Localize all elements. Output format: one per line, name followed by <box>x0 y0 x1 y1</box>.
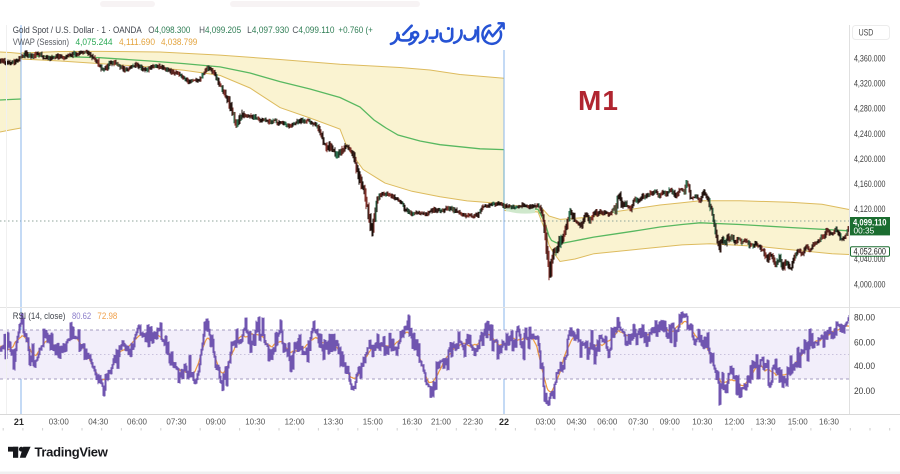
svg-text:4,280.000: 4,280.000 <box>854 104 886 114</box>
svg-text:00:35: 00:35 <box>854 226 875 236</box>
svg-text:Gold Spot / U.S. Dollar · 1 ·: Gold Spot / U.S. Dollar · 1 · OANDA <box>13 25 143 36</box>
svg-text:H4,099.205: H4,099.205 <box>199 25 241 36</box>
svg-text:15:00: 15:00 <box>788 417 808 427</box>
svg-text:TradingView: TradingView <box>35 444 109 459</box>
svg-text:10:30: 10:30 <box>692 417 712 427</box>
svg-text:O4,098.300: O4,098.300 <box>148 25 190 36</box>
svg-text:06:00: 06:00 <box>127 417 147 427</box>
svg-text:21:00: 21:00 <box>431 417 451 427</box>
svg-text:80.00: 80.00 <box>854 313 875 323</box>
svg-text:15:00: 15:00 <box>363 417 383 427</box>
svg-text:09:00: 09:00 <box>660 417 680 427</box>
svg-text:60.00: 60.00 <box>854 338 875 348</box>
svg-text:4,052.600: 4,052.600 <box>854 246 887 256</box>
svg-text:+0.760 (+: +0.760 (+ <box>338 25 373 36</box>
svg-text:03:00: 03:00 <box>536 417 556 427</box>
svg-text:13:30: 13:30 <box>323 417 343 427</box>
svg-text:4,240.000: 4,240.000 <box>854 129 886 139</box>
svg-text:07:30: 07:30 <box>628 417 648 427</box>
svg-text:4,040.000: 4,040.000 <box>854 254 886 264</box>
svg-text:22:30: 22:30 <box>463 417 483 427</box>
svg-text:RSI (14, close): RSI (14, close) <box>13 311 66 322</box>
svg-text:4,120.000: 4,120.000 <box>854 204 886 214</box>
svg-text:4,099.110: 4,099.110 <box>853 217 887 227</box>
svg-text:06:00: 06:00 <box>597 417 617 427</box>
svg-text:C4,099.110: C4,099.110 <box>292 25 334 36</box>
svg-text:4,075.244: 4,075.244 <box>76 36 113 47</box>
svg-text:4,160.000: 4,160.000 <box>854 179 886 189</box>
svg-text:4,038.799: 4,038.799 <box>161 36 197 47</box>
svg-text:07:30: 07:30 <box>166 417 186 427</box>
svg-text:10:30: 10:30 <box>245 417 265 427</box>
svg-text:4,111.690: 4,111.690 <box>119 36 155 47</box>
svg-text:M1: M1 <box>578 85 619 116</box>
svg-text:04:30: 04:30 <box>567 417 587 427</box>
svg-text:22: 22 <box>499 417 509 427</box>
svg-text:12:00: 12:00 <box>285 417 305 427</box>
svg-text:4,200.000: 4,200.000 <box>854 154 886 164</box>
svg-text:04:30: 04:30 <box>88 417 108 427</box>
svg-text:13:30: 13:30 <box>756 417 776 427</box>
svg-text:40.00: 40.00 <box>854 361 875 371</box>
svg-text:4,000.000: 4,000.000 <box>854 279 886 289</box>
svg-text:72.98: 72.98 <box>97 311 117 322</box>
svg-text:80.62: 80.62 <box>72 311 91 322</box>
svg-text:USD: USD <box>859 27 874 37</box>
svg-text:09:00: 09:00 <box>206 417 226 427</box>
svg-text:16:30: 16:30 <box>819 417 839 427</box>
svg-text:03:00: 03:00 <box>49 417 69 427</box>
svg-text:L4,097.930: L4,097.930 <box>247 25 289 36</box>
svg-text:4,320.000: 4,320.000 <box>854 79 886 89</box>
svg-text:16:30: 16:30 <box>402 417 422 427</box>
svg-text:4,360.000: 4,360.000 <box>854 54 886 64</box>
svg-text:21: 21 <box>14 417 24 427</box>
svg-text:20.00: 20.00 <box>854 386 875 396</box>
svg-text:VWAP (Session): VWAP (Session) <box>13 36 69 47</box>
svg-text:12:00: 12:00 <box>724 417 744 427</box>
